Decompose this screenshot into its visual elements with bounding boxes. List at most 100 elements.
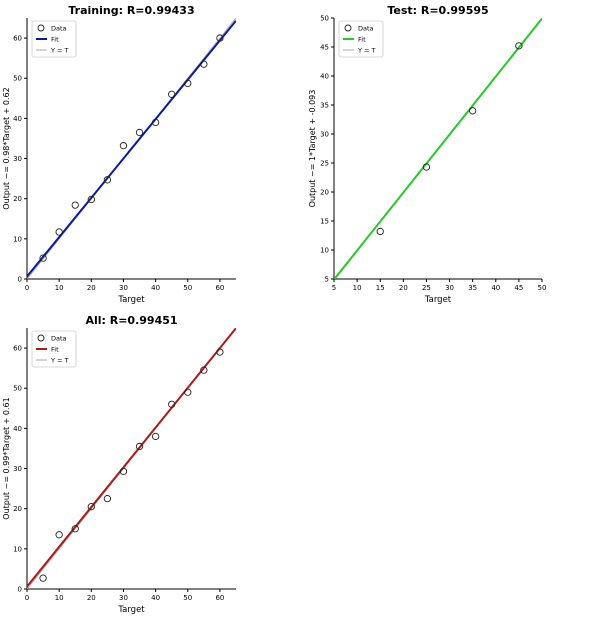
x-tick-label: 60 xyxy=(215,594,224,602)
data-point xyxy=(71,525,79,533)
y-tick-label: 50 xyxy=(320,15,329,23)
data-point xyxy=(119,142,128,150)
data-point xyxy=(55,531,63,539)
legend-data-label: Data xyxy=(51,335,67,343)
x-tick-label: 20 xyxy=(87,594,96,602)
data-point xyxy=(376,227,384,236)
legend-fit-label: Fit xyxy=(358,36,366,44)
y-axis-label: Output ~= 1*Target + -0.093 xyxy=(308,90,317,208)
y-tick-label: 25 xyxy=(320,160,329,168)
x-tick-label: 35 xyxy=(468,284,477,292)
x-tick-label: 30 xyxy=(119,594,128,602)
data-point xyxy=(87,503,95,511)
chart-title: All: R=0.99451 xyxy=(85,314,177,327)
y-tick-label: 50 xyxy=(13,75,22,83)
x-tick-label: 20 xyxy=(399,284,408,292)
data-point xyxy=(469,107,477,115)
legend-identity-label: Y = T xyxy=(50,47,69,55)
y-tick-label: 10 xyxy=(13,545,22,553)
legend-data-label: Data xyxy=(358,25,374,33)
y-tick-label: 40 xyxy=(320,73,329,81)
data-point xyxy=(200,60,208,68)
x-tick-label: 20 xyxy=(87,284,96,292)
data-point xyxy=(422,163,431,171)
y-tick-label: 15 xyxy=(320,218,329,226)
y-tick-label: 45 xyxy=(320,44,329,52)
y-tick-label: 40 xyxy=(13,425,22,433)
legend-fit-label: Fit xyxy=(51,346,59,354)
data-point xyxy=(71,201,79,209)
legend-identity-label: Y = T xyxy=(357,47,376,55)
chart-title: Test: R=0.99595 xyxy=(387,4,488,17)
legend-data-label: Data xyxy=(51,25,67,33)
x-tick-label: 0 xyxy=(25,594,29,602)
data-point xyxy=(168,90,176,98)
y-axis-label: Output ~= 0.98*Target + 0.62 xyxy=(2,87,11,209)
y-tick-label: 20 xyxy=(13,195,22,203)
y-tick-label: 0 xyxy=(18,586,22,594)
x-tick-label: 25 xyxy=(422,284,431,292)
data-point xyxy=(103,176,112,184)
chart-title: Training: R=0.99433 xyxy=(68,4,194,17)
data-point xyxy=(103,495,112,503)
data-point xyxy=(216,34,224,42)
data-point xyxy=(135,442,144,451)
x-tick-label: 50 xyxy=(183,594,192,602)
y-tick-label: 20 xyxy=(320,189,329,197)
x-axis-label: Target xyxy=(117,605,145,615)
x-tick-label: 15 xyxy=(376,284,385,292)
x-axis-label: Target xyxy=(117,295,145,305)
legend-data-marker xyxy=(344,24,352,32)
x-tick-label: 10 xyxy=(55,594,64,602)
legend-data-marker xyxy=(37,24,45,32)
training-regression-plot: Training: R=0.99433 0 10 20 30 40 50 60 0 10 20 30 4… xyxy=(2,4,236,305)
legend-identity-label: Y = T xyxy=(50,357,69,365)
data-point xyxy=(184,79,192,88)
data-point xyxy=(200,366,208,374)
y-tick-label: 10 xyxy=(320,247,329,255)
data-point xyxy=(151,432,160,441)
y-axis-label: Output ~= 0.99*Target + 0.61 xyxy=(2,397,11,519)
x-tick-label: 45 xyxy=(514,284,523,292)
fit-line xyxy=(334,18,542,279)
x-tick-label: 60 xyxy=(215,284,224,292)
test-regression-plot: Test: R=0.99595 5 10 15 20 25 30 35 40 45 50 5 10 15 2… xyxy=(308,4,547,305)
x-tick-label: 30 xyxy=(445,284,454,292)
data-point xyxy=(151,118,160,127)
y-tick-label: 20 xyxy=(13,505,22,513)
data-point xyxy=(216,348,224,356)
x-tick-label: 40 xyxy=(151,594,160,602)
y-tick-label: 50 xyxy=(13,385,22,393)
data-point xyxy=(39,254,47,262)
data-point xyxy=(87,195,95,204)
x-axis-label: Target xyxy=(424,295,452,305)
data-point xyxy=(39,574,47,582)
all-regression-plot: All: R=0.99451 0 10 20 30 40 50 60 0 10 20 30 40 50 60… xyxy=(2,314,236,615)
x-tick-label: 50 xyxy=(183,284,192,292)
data-point xyxy=(168,400,176,408)
data-point xyxy=(135,128,144,137)
legend-data-marker xyxy=(37,334,45,342)
legend-fit-label: Fit xyxy=(51,36,59,44)
y-tick-label: 60 xyxy=(13,35,22,43)
y-tick-label: 10 xyxy=(13,235,22,243)
y-tick-label: 30 xyxy=(320,131,329,139)
y-tick-label: 60 xyxy=(13,345,22,353)
y-tick-label: 40 xyxy=(13,115,22,123)
x-tick-label: 0 xyxy=(25,284,29,292)
x-tick-label: 50 xyxy=(538,284,547,292)
y-tick-label: 5 xyxy=(325,276,329,284)
data-point xyxy=(119,467,128,475)
y-tick-label: 30 xyxy=(13,465,22,473)
fit-line xyxy=(27,20,236,278)
x-tick-label: 10 xyxy=(353,284,362,292)
data-point xyxy=(184,388,192,396)
x-tick-label: 5 xyxy=(332,284,336,292)
y-tick-label: 0 xyxy=(18,276,22,284)
x-tick-label: 40 xyxy=(491,284,500,292)
x-tick-label: 10 xyxy=(55,284,64,292)
y-tick-label: 35 xyxy=(320,102,329,110)
x-tick-label: 30 xyxy=(119,284,128,292)
data-point xyxy=(515,42,523,50)
x-tick-label: 40 xyxy=(151,284,160,292)
